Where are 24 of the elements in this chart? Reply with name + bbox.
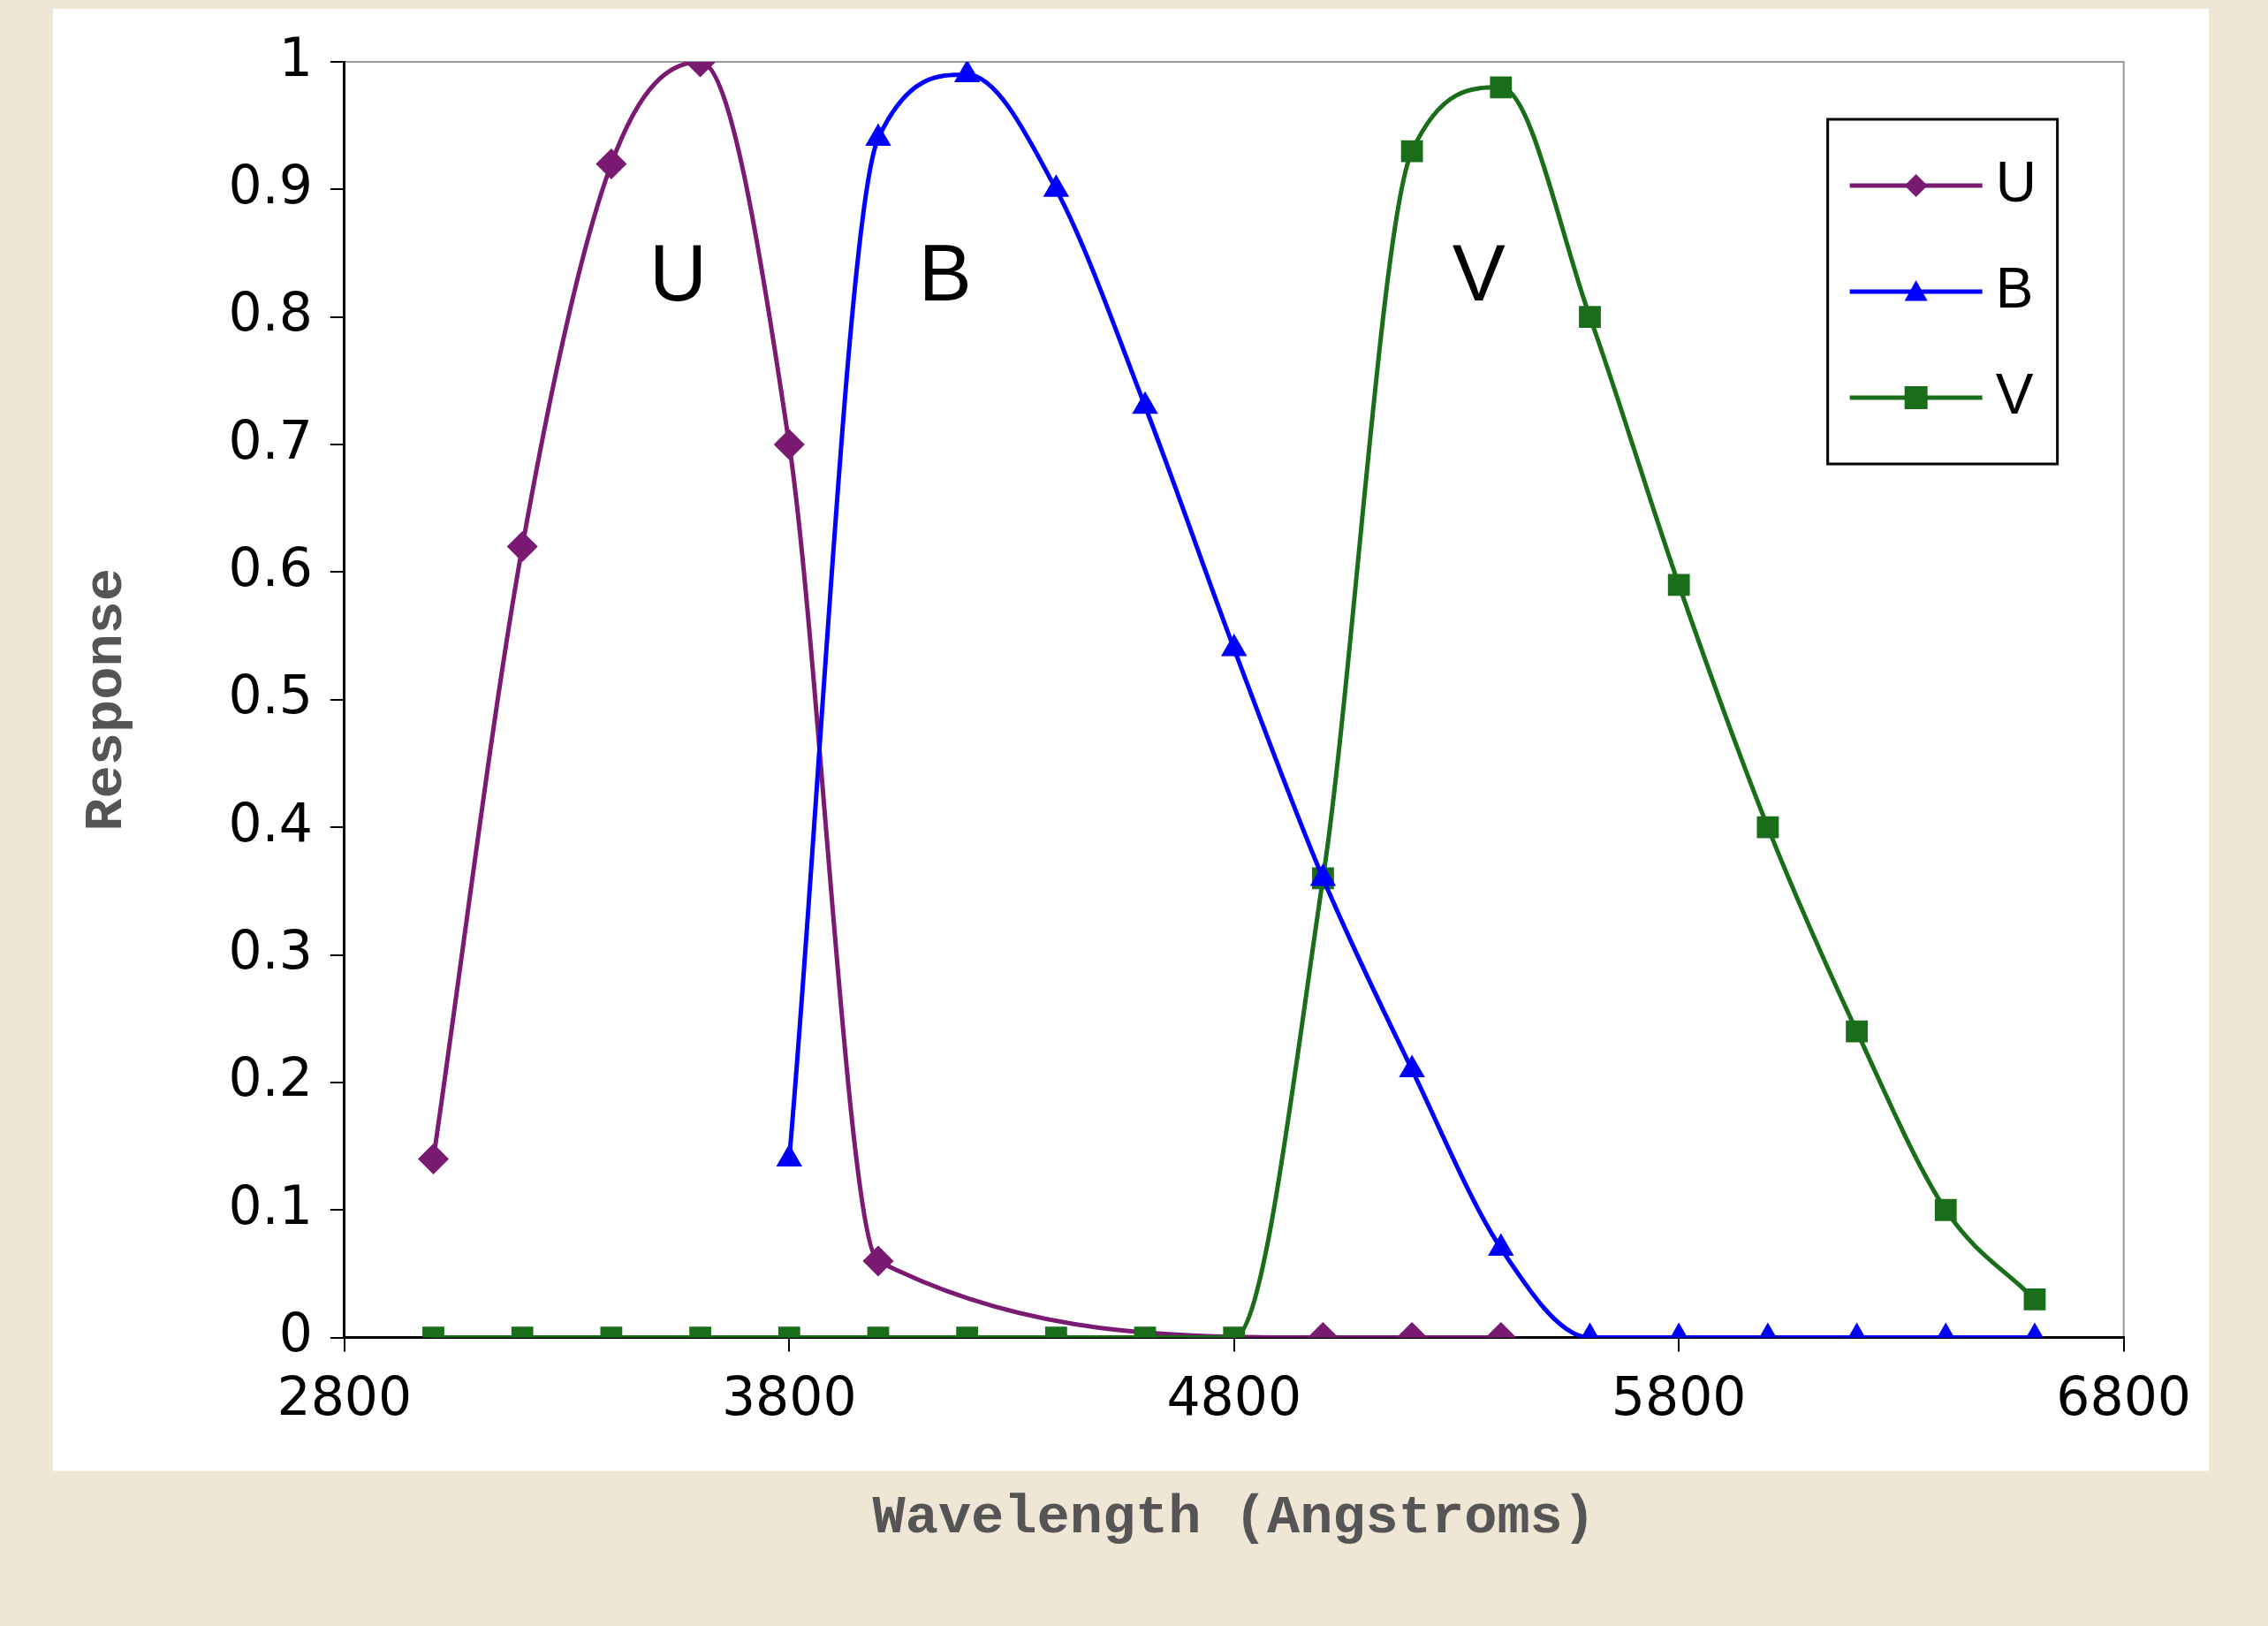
annotation: V [1452, 229, 1506, 318]
y-tick-label: 0.5 [228, 664, 313, 726]
legend-label: U [1995, 149, 2037, 214]
x-tick-label: 4800 [1166, 1365, 1302, 1428]
x-tick-label: 2800 [277, 1365, 413, 1428]
y-tick-label: 0.7 [228, 408, 313, 471]
legend-label: B [1995, 255, 2034, 320]
x-tick-label: 5800 [1611, 1365, 1747, 1428]
y-axis-title: Response [74, 567, 138, 832]
annotation: B [918, 229, 972, 318]
x-tick-label: 3800 [721, 1365, 857, 1428]
legend-label: V [1995, 361, 2034, 426]
y-tick-label: 1 [278, 26, 313, 88]
y-tick-label: 0 [278, 1302, 313, 1364]
y-tick-label: 0.8 [228, 281, 313, 344]
y-tick-label: 0.6 [228, 536, 313, 599]
y-tick-label: 0.1 [228, 1174, 313, 1236]
x-axis-title: Wavelength (Angstroms) [872, 1486, 1597, 1550]
annotation: U [649, 229, 708, 318]
y-tick-label: 0.9 [228, 153, 313, 216]
x-tick-label: 6800 [2056, 1365, 2191, 1428]
y-tick-label: 0.2 [228, 1046, 313, 1109]
y-tick-label: 0.4 [228, 791, 313, 854]
y-tick-label: 0.3 [228, 919, 313, 982]
